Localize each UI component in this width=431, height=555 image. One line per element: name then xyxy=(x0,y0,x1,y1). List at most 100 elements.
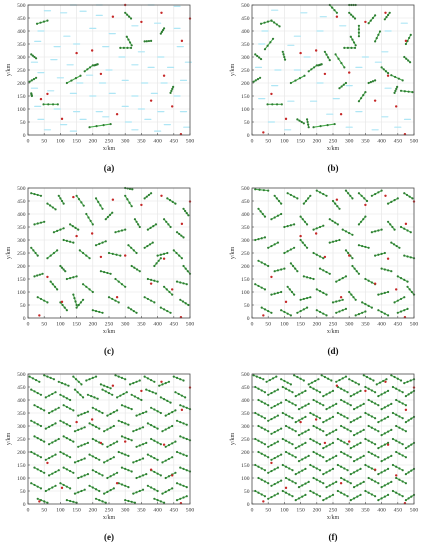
sensor-node xyxy=(403,227,406,230)
sensor-node xyxy=(119,254,122,257)
y-tick-label: 50 xyxy=(244,303,250,309)
link-segment xyxy=(254,412,266,419)
x-tick-label: 100 xyxy=(280,139,289,145)
sensor-node xyxy=(63,306,66,309)
link-segment xyxy=(107,409,118,417)
sensor-node xyxy=(98,427,101,430)
sensor-node xyxy=(380,471,383,474)
sensor-node xyxy=(166,197,169,200)
link-segment xyxy=(144,192,152,199)
sensor-node xyxy=(133,218,137,221)
sensor-node xyxy=(124,467,127,470)
sensor-node xyxy=(145,195,148,198)
sensor-node xyxy=(127,469,130,472)
sensor-node xyxy=(384,70,388,73)
sensor-node xyxy=(85,254,88,257)
sensor-node xyxy=(83,411,86,415)
sensor-node xyxy=(260,493,263,496)
sensor-node xyxy=(57,406,60,409)
link-segment xyxy=(400,226,412,233)
y-tick-label: 350 xyxy=(17,411,26,417)
sensor-node xyxy=(304,467,307,470)
sensor-node xyxy=(315,441,318,444)
sensor-node xyxy=(106,476,109,480)
link-segment xyxy=(78,411,89,417)
sensor-node xyxy=(81,283,85,286)
sensor-node xyxy=(263,428,267,431)
sensor-node xyxy=(349,499,352,502)
panel-label: (d) xyxy=(328,346,339,356)
sensor-node xyxy=(101,474,104,477)
sensor-node xyxy=(273,21,276,24)
sensor-node xyxy=(126,46,129,50)
sensor-node xyxy=(322,482,325,485)
sensor-node xyxy=(137,223,140,226)
sensor-node xyxy=(179,421,182,424)
sensor-node xyxy=(65,454,68,457)
link-segment xyxy=(124,195,133,207)
sensor-node xyxy=(86,393,90,396)
sensor-node xyxy=(325,194,328,197)
y-tick-label: 0 xyxy=(23,502,26,508)
sensor-node xyxy=(380,445,383,448)
link-segment xyxy=(323,442,334,449)
link-segment xyxy=(285,425,296,432)
sensor-node xyxy=(174,409,177,412)
sensor-node xyxy=(326,124,329,127)
y-tick-label: 200 xyxy=(17,450,26,456)
sensor-node xyxy=(273,482,276,486)
sensor-node xyxy=(348,231,351,235)
sensor-node xyxy=(305,276,309,279)
sensor-node xyxy=(36,296,39,299)
sink-point xyxy=(394,474,398,477)
link-segment xyxy=(30,420,42,427)
sensor-node xyxy=(386,430,390,433)
sensor-node xyxy=(322,430,325,433)
sensor-node xyxy=(132,382,135,385)
sensor-node xyxy=(164,459,167,462)
sensor-node xyxy=(315,288,318,291)
sensor-node xyxy=(88,453,91,456)
sensor-node xyxy=(315,189,318,192)
link-segment xyxy=(313,399,324,406)
sensor-node xyxy=(127,499,130,503)
sensor-node xyxy=(349,456,352,459)
sensor-node xyxy=(116,440,119,443)
sensor-node xyxy=(301,484,304,487)
sensor-node xyxy=(367,439,370,442)
panel-label: (b) xyxy=(328,163,339,173)
sensor-node xyxy=(133,501,137,504)
sensor-node xyxy=(280,290,283,294)
sensor-node xyxy=(328,272,331,275)
sensor-node xyxy=(352,460,356,463)
link-segment xyxy=(297,118,305,124)
sensor-node xyxy=(357,313,361,316)
link-segment xyxy=(395,425,407,432)
sensor-node xyxy=(395,439,398,442)
sensor-node xyxy=(127,15,131,18)
link-segment xyxy=(405,390,415,397)
sink-point xyxy=(384,380,387,383)
sensor-node xyxy=(85,212,88,216)
sensor-node xyxy=(43,471,46,474)
sensor-node xyxy=(380,460,383,463)
sensor-node xyxy=(260,452,263,455)
sensor-node xyxy=(289,248,292,251)
sensor-node xyxy=(409,33,412,37)
sensor-node xyxy=(159,396,162,399)
sensor-node xyxy=(398,389,401,392)
link-segment xyxy=(150,438,162,445)
sensor-node xyxy=(79,301,83,304)
sensor-node xyxy=(180,394,183,397)
sensor-node xyxy=(257,207,260,210)
link-segment xyxy=(30,451,42,458)
link-segment xyxy=(144,376,155,383)
sink-point xyxy=(373,468,377,471)
sensor-node xyxy=(405,57,408,60)
sensor-node xyxy=(150,424,153,427)
sink-point xyxy=(60,300,64,304)
sensor-node xyxy=(257,424,260,428)
link-segment xyxy=(183,265,191,275)
sensor-node xyxy=(386,290,390,294)
link-segment xyxy=(176,495,187,501)
